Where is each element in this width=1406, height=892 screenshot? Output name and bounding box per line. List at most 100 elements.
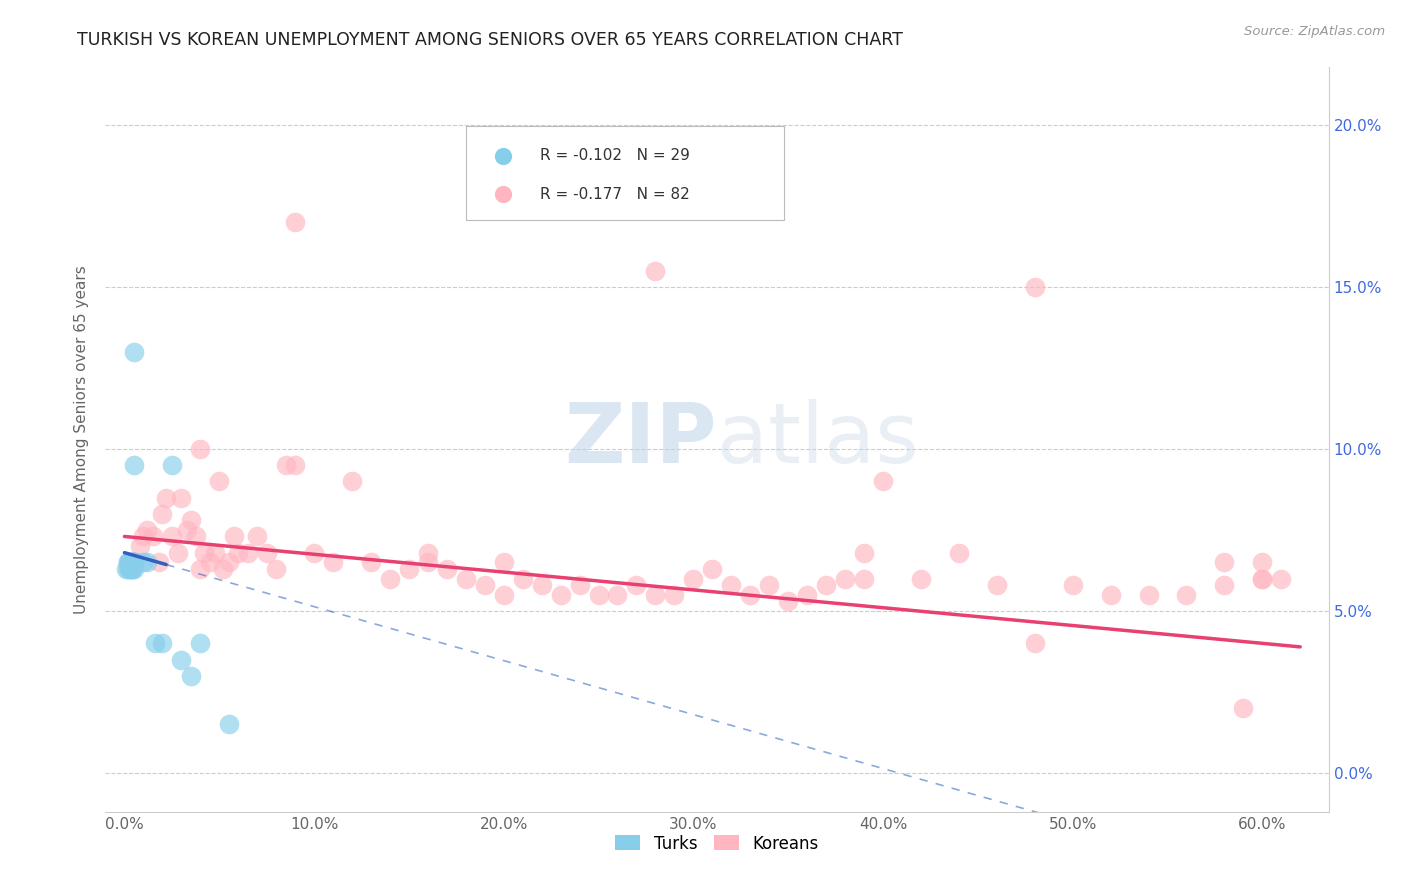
Koreans xyxy=(815,578,838,592)
Koreans xyxy=(1213,578,1236,592)
Koreans xyxy=(264,562,287,576)
Text: atlas: atlas xyxy=(717,399,918,480)
Koreans xyxy=(188,442,211,456)
Koreans xyxy=(626,578,648,592)
Koreans xyxy=(530,578,553,592)
Koreans xyxy=(454,572,477,586)
Koreans xyxy=(198,555,221,569)
Turks xyxy=(117,562,139,576)
Koreans xyxy=(160,529,183,543)
Koreans xyxy=(378,572,401,586)
Turks xyxy=(121,555,143,569)
Koreans xyxy=(274,458,297,473)
Koreans xyxy=(758,578,780,592)
Koreans xyxy=(492,555,515,569)
Koreans xyxy=(256,546,278,560)
Koreans xyxy=(1251,572,1274,586)
Turks xyxy=(115,562,138,576)
Koreans xyxy=(1213,555,1236,569)
Koreans xyxy=(834,572,856,586)
Koreans xyxy=(180,513,202,527)
Koreans xyxy=(720,578,742,592)
Koreans xyxy=(853,572,876,586)
Turks xyxy=(150,636,173,650)
Koreans xyxy=(246,529,269,543)
Turks xyxy=(121,555,143,569)
Koreans xyxy=(322,555,344,569)
Koreans xyxy=(218,555,240,569)
Turks xyxy=(160,458,183,473)
Koreans xyxy=(664,588,686,602)
Koreans xyxy=(224,529,246,543)
Koreans xyxy=(606,588,628,602)
Koreans xyxy=(778,594,800,608)
Koreans xyxy=(148,555,170,569)
Text: ZIP: ZIP xyxy=(565,399,717,480)
Turks xyxy=(188,636,211,650)
Koreans xyxy=(682,572,704,586)
Turks xyxy=(122,344,145,359)
FancyBboxPatch shape xyxy=(467,127,785,219)
Koreans xyxy=(193,546,215,560)
Koreans xyxy=(702,562,724,576)
Koreans xyxy=(436,562,458,576)
Koreans xyxy=(948,546,970,560)
Koreans xyxy=(155,491,177,505)
Turks xyxy=(170,652,193,666)
Turks xyxy=(132,555,155,569)
Koreans xyxy=(122,555,145,569)
Turks xyxy=(120,562,142,576)
Koreans xyxy=(236,546,259,560)
Koreans xyxy=(186,529,208,543)
Koreans xyxy=(1175,588,1198,602)
Koreans xyxy=(212,562,235,576)
Turks xyxy=(136,555,159,569)
Koreans xyxy=(1024,636,1046,650)
Koreans xyxy=(644,588,666,602)
Koreans xyxy=(226,546,249,560)
Koreans xyxy=(1062,578,1084,592)
Koreans xyxy=(492,588,515,602)
Koreans xyxy=(568,578,591,592)
Koreans xyxy=(398,562,420,576)
Koreans xyxy=(1270,572,1292,586)
Turks xyxy=(120,555,142,569)
Turks xyxy=(180,669,202,683)
Turks xyxy=(121,562,143,576)
Koreans xyxy=(360,555,382,569)
Koreans xyxy=(644,264,666,278)
Koreans xyxy=(1251,572,1274,586)
Koreans xyxy=(302,546,325,560)
Koreans xyxy=(910,572,932,586)
Koreans xyxy=(128,539,150,553)
Turks xyxy=(122,555,145,569)
Turks xyxy=(122,555,145,569)
Koreans xyxy=(512,572,534,586)
Turks xyxy=(122,555,145,569)
Koreans xyxy=(284,458,307,473)
Koreans xyxy=(1232,701,1254,715)
Koreans xyxy=(416,546,439,560)
Koreans xyxy=(740,588,762,602)
Text: TURKISH VS KOREAN UNEMPLOYMENT AMONG SENIORS OVER 65 YEARS CORRELATION CHART: TURKISH VS KOREAN UNEMPLOYMENT AMONG SEN… xyxy=(77,31,903,49)
Turks xyxy=(120,562,142,576)
Turks xyxy=(121,562,143,576)
Turks xyxy=(122,555,145,569)
Turks xyxy=(122,458,145,473)
Koreans xyxy=(872,475,894,489)
Koreans xyxy=(550,588,572,602)
Turks xyxy=(117,555,139,569)
Koreans xyxy=(166,546,188,560)
Koreans xyxy=(132,529,155,543)
Turks xyxy=(218,717,240,731)
Koreans xyxy=(853,546,876,560)
Text: Source: ZipAtlas.com: Source: ZipAtlas.com xyxy=(1244,25,1385,38)
Koreans xyxy=(340,475,363,489)
Legend: Turks, Koreans: Turks, Koreans xyxy=(609,828,825,859)
Koreans xyxy=(416,555,439,569)
Koreans xyxy=(474,578,496,592)
Koreans xyxy=(588,588,610,602)
Y-axis label: Unemployment Among Seniors over 65 years: Unemployment Among Seniors over 65 years xyxy=(75,265,90,614)
Koreans xyxy=(1251,555,1274,569)
Koreans xyxy=(1137,588,1160,602)
